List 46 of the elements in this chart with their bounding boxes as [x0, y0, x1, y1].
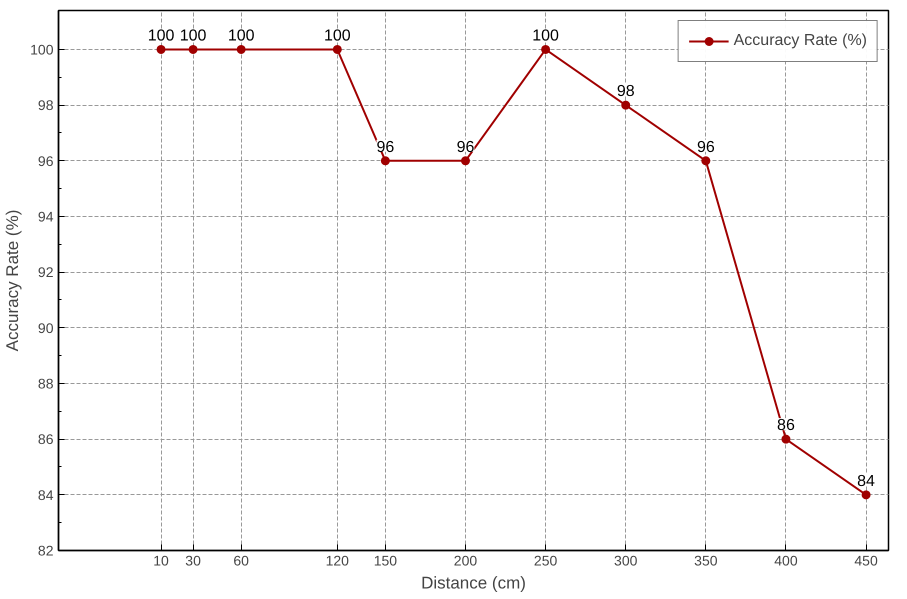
y-axis-title: Accuracy Rate (%) [3, 210, 22, 352]
x-tick-label: 300 [614, 552, 638, 568]
data-label: 98 [616, 83, 635, 100]
x-tick-label: 350 [694, 552, 718, 568]
x-tick-label: 10 [153, 552, 170, 568]
y-tick-label: 94 [38, 208, 54, 224]
y-tick-label: 86 [38, 431, 54, 448]
x-tick-label: 120 [326, 552, 350, 568]
point [541, 44, 550, 54]
point [621, 100, 630, 110]
x-tick-label: 200 [454, 552, 478, 568]
point [236, 44, 246, 54]
data-label: 96 [456, 138, 474, 156]
data-label: 100 [532, 27, 560, 44]
y-tick-label: 100 [30, 41, 54, 58]
point [781, 434, 790, 444]
data-label: 86 [777, 417, 795, 434]
y-tick-label: 82 [38, 542, 54, 558]
data-label: 96 [696, 138, 715, 156]
x-tick-label: 250 [534, 552, 558, 568]
point [380, 156, 390, 166]
x-tick-label: 400 [774, 552, 798, 568]
point [188, 44, 198, 54]
y-tick-label: 96 [38, 152, 54, 169]
point [460, 156, 470, 166]
x-tick-label: 150 [374, 552, 398, 568]
data-label: 96 [376, 138, 394, 156]
x-tick-label: 30 [185, 552, 202, 568]
y-tick-label: 88 [38, 375, 54, 392]
data-label: 100 [324, 27, 351, 44]
y-tick-label: 98 [38, 97, 54, 114]
data-label: 100 [228, 27, 255, 44]
y-tick-label: 92 [38, 264, 54, 280]
point [862, 490, 871, 500]
data-label: 100 [180, 27, 207, 44]
legend-label: Accuracy Rate (%) [734, 32, 867, 50]
x-tick-label: 450 [854, 552, 878, 568]
y-tick-label: 84 [38, 486, 54, 503]
point [701, 156, 710, 166]
y-tick-label: 90 [38, 320, 54, 336]
point [156, 44, 166, 54]
data-label: 100 [148, 27, 174, 44]
x-axis-title: Distance (cm) [421, 574, 526, 592]
x-tick-label: 60 [233, 552, 250, 568]
point [332, 44, 342, 54]
data-label: 84 [857, 472, 876, 490]
